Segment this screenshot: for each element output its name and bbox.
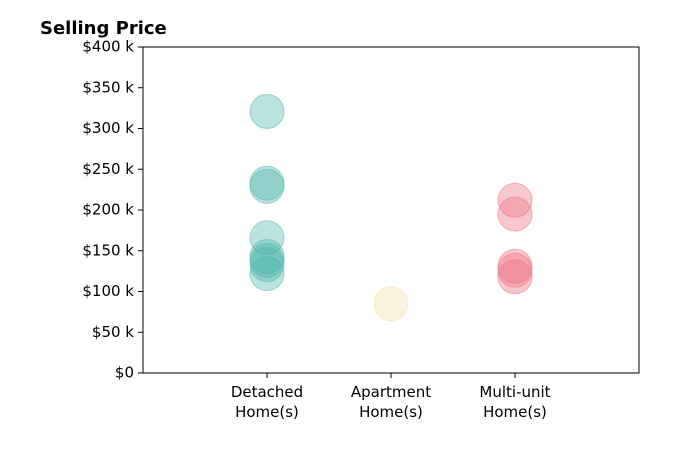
- point: [373, 286, 409, 322]
- x-tick-label: Multi-unit Home(s): [479, 383, 550, 421]
- y-tick-label: $0: [115, 364, 134, 382]
- point: [497, 182, 533, 218]
- chart-title: Selling Price: [40, 18, 167, 39]
- point: [497, 259, 533, 295]
- y-tick-label: $250 k: [82, 160, 134, 178]
- y-tick-label: $150 k: [82, 241, 134, 259]
- y-tick-label: $400 k: [82, 38, 134, 56]
- plot-frame: [142, 46, 640, 374]
- y-tick-label: $350 k: [82, 78, 134, 96]
- x-tick-label: Detached Home(s): [231, 383, 303, 421]
- point: [249, 93, 285, 129]
- point: [249, 247, 285, 283]
- point: [249, 256, 285, 292]
- y-tick-label: $200 k: [82, 201, 134, 219]
- point: [497, 196, 533, 232]
- point: [249, 168, 285, 204]
- y-tick-label: $100 k: [82, 282, 134, 300]
- y-tick-label: $50 k: [92, 323, 134, 341]
- y-tick-label: $300 k: [82, 119, 134, 137]
- x-tick-label: Apartment Home(s): [351, 383, 431, 421]
